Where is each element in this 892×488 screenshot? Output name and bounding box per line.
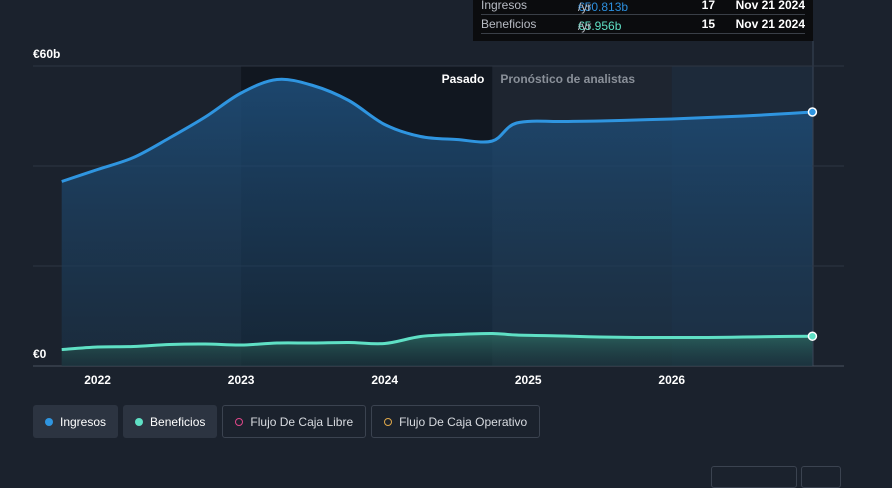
tooltip-series-name: Ingresos: [481, 0, 527, 12]
legend-label: Ingresos: [60, 415, 106, 429]
legend-ring-icon: [384, 418, 392, 426]
legend-ingresos-button[interactable]: Ingresos: [33, 405, 118, 438]
bottom-menu-button[interactable]: [711, 466, 797, 488]
y-tick-label: €0: [33, 347, 47, 361]
tooltip-series-name: Beneficios: [481, 17, 536, 31]
x-tick-label: 2026: [658, 373, 685, 387]
legend-label: Flujo De Caja Libre: [250, 415, 353, 429]
tooltip-analyst-count: 17: [702, 0, 715, 12]
legend-flujo-caja-operativo-button[interactable]: Flujo De Caja Operativo: [371, 405, 540, 438]
legend-label: Beneficios: [150, 415, 205, 429]
y-tick-label: €60b: [33, 47, 60, 61]
x-tick-label: 2023: [228, 373, 255, 387]
x-tick-label: 2022: [84, 373, 111, 387]
x-tick-label: 2024: [371, 373, 398, 387]
tooltip: Ingresos €50.813b /yr 17 Nov 21 2024 Ben…: [473, 0, 813, 41]
tooltip-unit: /yr: [578, 0, 591, 14]
tooltip-date: Nov 21 2024: [736, 17, 805, 31]
bottom-icon-button[interactable]: [801, 466, 841, 488]
legend-flujo-caja-libre-button[interactable]: Flujo De Caja Libre: [222, 405, 366, 438]
tooltip-row-beneficios: Beneficios €5.956b /yr 15 Nov 21 2024: [481, 15, 805, 34]
legend-label: Flujo De Caja Operativo: [399, 415, 527, 429]
tooltip-row-ingresos: Ingresos €50.813b /yr 17 Nov 21 2024: [481, 0, 805, 15]
tooltip-date: Nov 21 2024: [736, 0, 805, 12]
legend-dot-icon: [45, 418, 53, 426]
series-endpoint-revenue: [808, 108, 816, 116]
forecast-label: Pronóstico de analistas: [500, 72, 635, 86]
tooltip-unit: /yr: [578, 19, 591, 33]
x-tick-label: 2025: [515, 373, 542, 387]
legend-ring-icon: [235, 418, 243, 426]
legend: Ingresos Beneficios Flujo De Caja Libre …: [33, 405, 540, 438]
series-endpoint-earnings: [808, 332, 816, 340]
past-label: Pasado: [442, 72, 485, 86]
tooltip-analyst-count: 15: [702, 17, 715, 31]
legend-beneficios-button[interactable]: Beneficios: [123, 405, 217, 438]
legend-dot-icon: [135, 418, 143, 426]
